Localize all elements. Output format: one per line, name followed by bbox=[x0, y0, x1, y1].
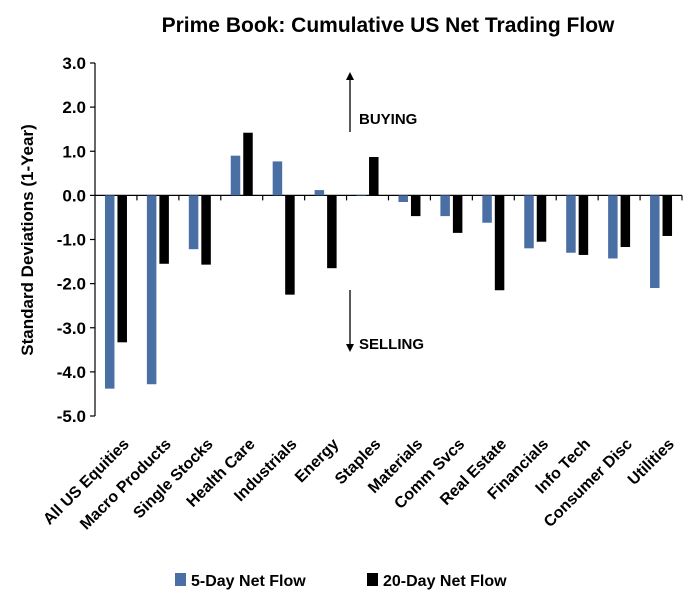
bar-5day-health-care bbox=[230, 155, 241, 196]
legend-label-20day: 20-Day Net Flow bbox=[383, 573, 507, 590]
y-tick-label: -5.0 bbox=[57, 407, 86, 426]
buying-annotation: BUYING bbox=[359, 111, 417, 128]
bar-20day-health-care bbox=[243, 132, 253, 196]
x-category-label: Utilities bbox=[625, 436, 678, 489]
y-axis-label: Standard Deviations (1-Year) bbox=[18, 124, 37, 355]
legend-label-5day: 5-Day Net Flow bbox=[191, 573, 306, 590]
bar-5day-materials bbox=[398, 195, 408, 202]
bar-20day-materials bbox=[410, 195, 421, 217]
bar-20day-energy bbox=[327, 195, 337, 269]
legend-swatch-5day bbox=[175, 573, 186, 586]
bar-20day-consumer-disc bbox=[620, 195, 631, 248]
y-tick-label: -1.0 bbox=[57, 231, 86, 250]
bar-5day-staples bbox=[356, 195, 367, 196]
buying-arrowhead bbox=[346, 72, 354, 80]
bar-5day-single-stocks bbox=[188, 195, 199, 250]
y-tick-label: -4.0 bbox=[57, 363, 86, 382]
bar-5day-info-tech bbox=[566, 195, 576, 253]
selling-arrowhead bbox=[346, 344, 354, 352]
bar-20day-staples bbox=[369, 156, 379, 196]
y-tick-label: 1.0 bbox=[62, 142, 86, 161]
bar-5day-consumer-disc bbox=[608, 195, 618, 259]
y-tick-label: 0.0 bbox=[62, 186, 86, 205]
y-tick-label: 3.0 bbox=[62, 54, 86, 73]
bar-20day-info-tech bbox=[578, 195, 589, 255]
bars bbox=[104, 132, 673, 389]
bar-20day-single-stocks bbox=[201, 195, 211, 265]
bar-20day-financials bbox=[536, 195, 547, 242]
bar-5day-macro-products bbox=[146, 195, 157, 385]
legend-swatch-20day bbox=[367, 573, 378, 586]
bar-5day-utilities bbox=[650, 195, 660, 289]
bar-20day-industrials bbox=[285, 195, 295, 295]
y-tick-label: -2.0 bbox=[57, 275, 86, 294]
y-tick-label: -3.0 bbox=[57, 319, 86, 338]
bar-5day-industrials bbox=[272, 161, 283, 196]
bar-5day-real-estate bbox=[482, 195, 492, 223]
bar-20day-utilities bbox=[662, 195, 673, 236]
bar-20day-all-us-equities bbox=[117, 195, 127, 343]
chart-title: Prime Book: Cumulative US Net Trading Fl… bbox=[162, 14, 615, 37]
bar-5day-comm-svcs bbox=[440, 195, 450, 217]
bar-5day-all-us-equities bbox=[104, 195, 115, 389]
bar-20day-macro-products bbox=[159, 195, 169, 264]
y-tick-label: 2.0 bbox=[62, 98, 86, 117]
bar-20day-real-estate bbox=[494, 195, 505, 291]
selling-annotation: SELLING bbox=[359, 336, 424, 353]
bar-5day-energy bbox=[314, 190, 325, 196]
bar-20day-comm-svcs bbox=[452, 195, 463, 233]
bar-5day-financials bbox=[524, 195, 534, 249]
y-ticks: 3.0 2.0 1.0 0.0 -1.0 -2.0 -3.0 -4.0 -5.0 bbox=[57, 54, 95, 426]
